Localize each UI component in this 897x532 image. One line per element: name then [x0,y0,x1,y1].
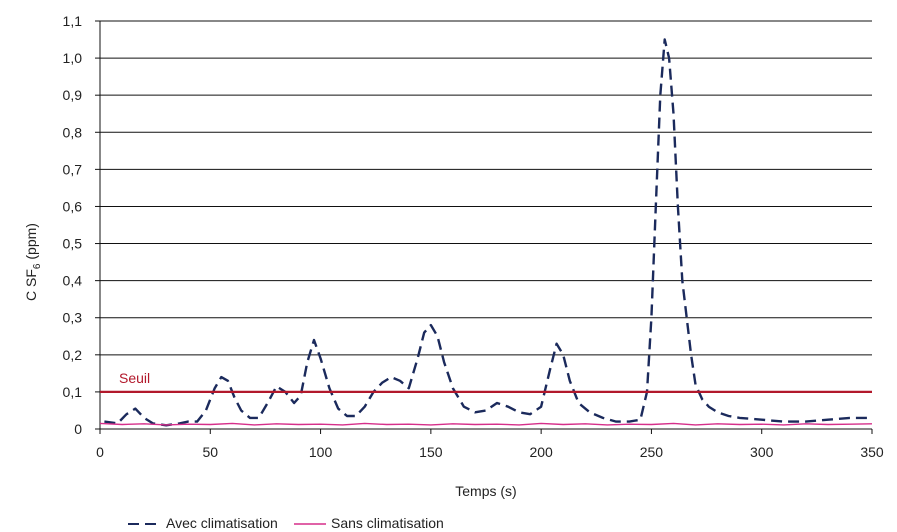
y-tick-label: 0,7 [63,161,83,177]
series-line-avec-climatisation [104,38,872,427]
y-tick-label: 0,2 [63,347,83,363]
x-tick-label: 200 [529,444,553,460]
y-tick-label: 0,3 [63,310,83,326]
y-tick-label: 0,6 [63,198,83,214]
x-tick-label: 150 [419,444,443,460]
y-tick-label: 0 [74,421,82,437]
x-tick-label: 350 [860,444,884,460]
x-tick-label: 0 [96,444,104,460]
y-axis-label-main: C SF [23,269,39,301]
y-tick-label: 0,8 [63,124,83,140]
plot-area [99,21,872,430]
x-tick-label: 300 [750,444,774,460]
y-tick-label: 1,1 [63,13,83,29]
x-tick-label: 50 [202,444,218,460]
y-tick-label: 0,1 [63,384,83,400]
y-axis-label-subscript: 6 [32,263,43,269]
x-tick-label: 250 [640,444,664,460]
legend-label-avec-climatisation: Avec climatisation [166,515,278,531]
y-tick-label: 0,4 [63,273,83,289]
threshold-label: Seuil [119,370,150,386]
y-axis-ticks: 0 0,1 0,2 0,3 0,4 0,5 0,6 0,7 0,8 0,9 1,0 1,1 [63,13,100,437]
y-axis-label: C SF6 (ppm) [23,223,43,301]
gridlines [100,20,872,393]
y-tick-label: 0,5 [63,236,83,252]
x-tick-label: 100 [309,444,333,460]
x-axis-label: Temps (s) [455,483,516,499]
series-line-sans-climatisation [99,422,873,426]
legend-label-sans-climatisation: Sans climatisation [331,515,444,531]
x-axis-ticks: 0 50 100 150 200 250 300 350 [96,429,884,460]
y-tick-label: 0,9 [63,87,83,103]
y-axis-label-unit: (ppm) [23,223,39,263]
legend: Avec climatisation Sans climatisation [128,515,444,531]
y-tick-label: 1,0 [63,50,83,66]
series-layer [99,38,873,427]
